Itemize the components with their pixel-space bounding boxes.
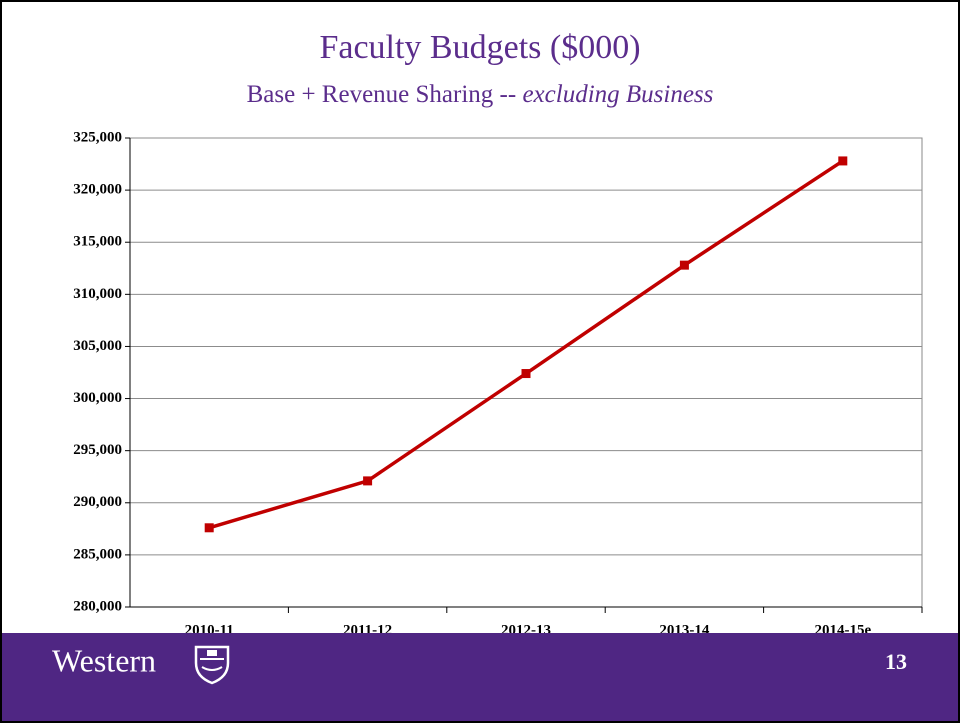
subtitle-text: Base + Revenue Sharing --	[247, 81, 517, 108]
y-tick-label: 285,000	[73, 546, 122, 562]
logo-shield	[194, 645, 230, 685]
data-point	[679, 260, 689, 270]
y-tick-label: 300,000	[73, 390, 122, 406]
data-point	[838, 156, 848, 166]
page-number: 13	[885, 649, 907, 674]
y-tick-label: 325,000	[73, 129, 122, 145]
data-point	[363, 476, 373, 486]
y-tick-label: 280,000	[73, 598, 122, 614]
data-point	[521, 369, 531, 379]
y-tick-label: 310,000	[73, 286, 122, 302]
y-tick-label: 305,000	[73, 338, 122, 354]
footer-brand: Western	[52, 642, 156, 678]
chart-title: Faculty Budgets ($000)	[319, 29, 640, 66]
y-tick-label: 315,000	[73, 234, 122, 250]
footer-band	[2, 633, 958, 721]
chart-subtitle: Base + Revenue Sharing -- excluding Busi…	[247, 81, 714, 108]
y-tick-label: 320,000	[73, 182, 122, 198]
data-point	[204, 523, 214, 533]
y-tick-label: 295,000	[73, 442, 122, 458]
subtitle-emphasis: excluding Business	[522, 81, 713, 108]
y-tick-label: 290,000	[73, 494, 122, 510]
